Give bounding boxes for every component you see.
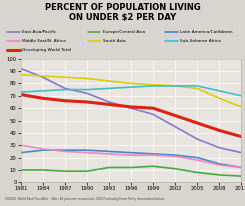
- Text: East Asia/Pacific: East Asia/Pacific: [22, 30, 56, 34]
- Text: ON UNDER $2 PER DAY: ON UNDER $2 PER DAY: [69, 13, 176, 22]
- Text: Middle East/N. Africa: Middle East/N. Africa: [22, 39, 66, 43]
- Text: Sub-Saharan Africa: Sub-Saharan Africa: [180, 39, 221, 43]
- Text: Europe/Central Asia: Europe/Central Asia: [103, 30, 145, 34]
- Text: South Asia: South Asia: [103, 39, 125, 43]
- Text: Developing World Total: Developing World Total: [22, 48, 71, 53]
- Text: PERCENT OF POPULATION LIVING: PERCENT OF POPULATION LIVING: [45, 3, 200, 12]
- Text: Latin America/Caribbean: Latin America/Caribbean: [180, 30, 233, 34]
- Text: SOURCE: World Bank PovcalNet    Note: All years are measured in 2005 Purchasing : SOURCE: World Bank PovcalNet Note: All y…: [5, 197, 164, 201]
